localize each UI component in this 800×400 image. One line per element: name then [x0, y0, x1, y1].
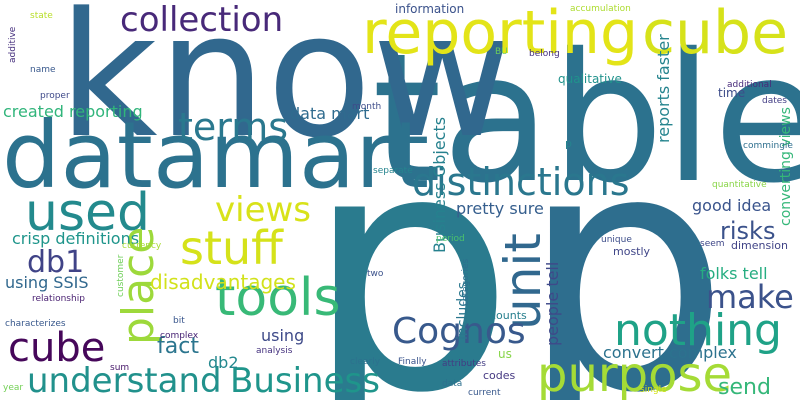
word-bit: bit — [173, 316, 185, 326]
word-proper: proper — [40, 91, 70, 101]
word-time: time — [718, 86, 746, 100]
word-us: us — [498, 347, 512, 361]
word-converting-views: converting views — [778, 107, 794, 226]
word-relationship: relationship — [32, 294, 85, 304]
word-characterizes: characterizes — [5, 319, 66, 329]
word-p-large-2: p — [520, 81, 730, 400]
word-attributes: attributes — [442, 359, 486, 369]
word-tools: tools — [215, 268, 341, 328]
word-information: information — [395, 2, 465, 16]
word-p-small: p — [565, 137, 572, 150]
word-terms: terms — [178, 105, 289, 149]
word-db1: db1 — [27, 245, 85, 280]
word-data-mart: data mart — [290, 104, 370, 123]
word-year: year — [3, 383, 24, 393]
word-using: using — [261, 326, 305, 345]
word-finally: Finally — [398, 357, 427, 367]
word-make: make — [706, 278, 794, 316]
word-accumulation: accumulation — [570, 4, 631, 14]
word-nothing: nothing — [614, 305, 782, 356]
word-unique: unique — [601, 235, 632, 245]
word-counts: counts — [490, 309, 527, 322]
word-stuff: stuff — [180, 221, 283, 275]
word-codes: codes — [483, 369, 516, 382]
word-customer: customer — [116, 254, 126, 297]
word-categories: categories — [461, 258, 471, 306]
word-dates: dates — [762, 96, 787, 106]
word-reports-faster: reports faster — [654, 34, 673, 143]
word-sum: sum — [110, 363, 130, 373]
word-cube-yellow: cube — [642, 0, 789, 68]
word-single: single — [640, 385, 667, 395]
word-separate: separate — [373, 166, 413, 176]
word-know: know — [58, 0, 513, 176]
word-reporting: reporting — [362, 0, 639, 68]
word-business: Business — [230, 361, 380, 400]
word-data: data — [442, 379, 463, 389]
word-two: two — [367, 269, 384, 279]
word-cube-purple: cube — [8, 325, 106, 371]
word-period: period — [436, 234, 465, 244]
word-additive: additive — [8, 26, 18, 63]
word-additional: additional — [727, 80, 772, 90]
word-crisp-definitions: crisp definitions — [12, 229, 140, 248]
word-collection: collection — [120, 0, 284, 40]
word-bu: BU — [495, 47, 508, 57]
word-current: current — [468, 388, 501, 398]
word-cognos: Cognos — [392, 311, 526, 352]
word-people-tell: people tell — [543, 261, 562, 346]
word-understand: understand — [27, 361, 222, 400]
word-folks-tell: folks tell — [700, 264, 768, 283]
word-risks: risks — [720, 217, 776, 245]
word-dimension: dimension — [731, 239, 788, 252]
word-seem: seem — [700, 239, 725, 249]
word-complex: complex — [160, 331, 199, 341]
word-month: month — [352, 102, 382, 112]
word-purpose: purpose — [537, 347, 732, 400]
word-state: state — [30, 11, 53, 21]
word-belong: belong — [529, 49, 560, 59]
word-qualitative: qualitative — [558, 72, 622, 86]
word-business-objects: Business Objects — [430, 116, 449, 253]
word-created-reporting: created reporting — [3, 102, 143, 121]
word-used: used — [25, 183, 151, 243]
word-using-ssis: using SSIS — [5, 273, 89, 292]
word-views: views — [215, 190, 312, 230]
word-send: send — [718, 375, 771, 400]
word-pretty-sure: pretty sure — [456, 199, 544, 218]
word-datamart: datamart — [2, 102, 430, 209]
word-clearly: clearly — [350, 357, 381, 367]
word-currency: currency — [122, 241, 162, 251]
word-name: name — [30, 65, 56, 75]
word-commingle: commingle — [743, 141, 793, 151]
word-mostly: mostly — [613, 245, 651, 258]
word-convert-complex: convert complex — [603, 343, 737, 362]
word-disadvantages: disadvantages — [150, 270, 296, 294]
word-analysis: analysis — [256, 346, 293, 356]
word-p-large: p — [305, 81, 515, 400]
word-good-idea: good idea — [692, 196, 772, 215]
word-table: table — [372, 15, 800, 222]
word-db2: db2 — [208, 353, 239, 372]
word-distinctions: distinctions — [412, 160, 630, 204]
word-quantitative: quantitative — [712, 180, 767, 190]
word-fact: fact — [157, 334, 199, 359]
